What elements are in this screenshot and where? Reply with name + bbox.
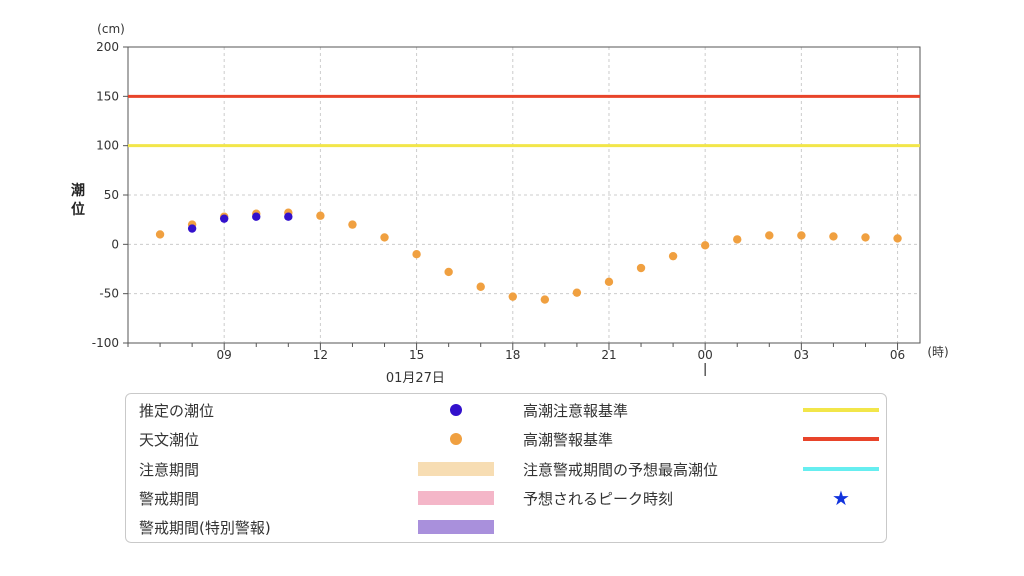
legend-star-symbol: ★ bbox=[801, 487, 881, 509]
astronomical-tide-point bbox=[476, 282, 485, 291]
legend-label: 注意警戒期間の予想最高潮位 bbox=[523, 460, 719, 479]
legend-label: 警戒期間 bbox=[139, 489, 200, 508]
x-tick-label: 21 bbox=[601, 348, 616, 362]
tide-chart: -100 -50 0 50 100 150 200 09 12 15 18 21 00 03 06 01月27… bbox=[71, 22, 949, 386]
astronomical-tide-point bbox=[572, 288, 582, 297]
line-swatch bbox=[803, 408, 879, 412]
estimated-tide-point bbox=[219, 214, 229, 223]
astronomical-tide-point bbox=[668, 251, 678, 261]
legend-label: 天文潮位 bbox=[139, 430, 200, 449]
estimated-tide-point bbox=[252, 212, 261, 221]
legend-label: 推定の潮位 bbox=[139, 401, 215, 420]
legend-swatch-symbol bbox=[416, 458, 496, 480]
line-swatch bbox=[803, 437, 879, 441]
x-tick-label: 06 bbox=[890, 348, 905, 362]
y-tick-label: 0 bbox=[111, 237, 119, 251]
legend-label: 高潮注意報基準 bbox=[523, 401, 629, 420]
dot-icon bbox=[450, 433, 462, 445]
legend-swatch-symbol bbox=[416, 487, 496, 509]
legend-swatch-symbol bbox=[416, 516, 496, 538]
astronomical-tide-point bbox=[155, 230, 165, 239]
y-tick-label: 100 bbox=[96, 139, 119, 153]
x-tick-label: 09 bbox=[217, 348, 232, 362]
legend-dot-symbol bbox=[416, 399, 496, 421]
y-unit-label: (cm) bbox=[97, 22, 125, 36]
color-swatch bbox=[418, 491, 494, 505]
y-axis-title-char: 潮 bbox=[71, 182, 85, 199]
astronomical-tide-point bbox=[829, 232, 838, 241]
estimated-tide-point bbox=[284, 212, 293, 221]
astronomical-tide-point bbox=[412, 250, 421, 259]
y-tick-label: 50 bbox=[104, 188, 119, 202]
astronomical-tide-point bbox=[380, 233, 389, 242]
star-icon: ★ bbox=[832, 486, 850, 510]
dot-icon bbox=[450, 404, 462, 416]
legend-label: 予想されるピーク時刻 bbox=[523, 489, 674, 508]
astronomical-tide-point bbox=[348, 220, 357, 229]
color-swatch bbox=[418, 520, 494, 534]
astronomical-tide-point bbox=[765, 231, 774, 240]
x-tick-label: 12 bbox=[313, 348, 328, 362]
astronomical-tide-point bbox=[733, 235, 742, 244]
legend-line-symbol bbox=[801, 458, 881, 480]
legend-label: 高潮警報基準 bbox=[523, 430, 614, 449]
line-swatch bbox=[803, 467, 879, 471]
x-tick-label: 00 bbox=[698, 348, 713, 362]
legend-line-symbol bbox=[801, 399, 881, 421]
y-axis-title-char: 位 bbox=[71, 201, 85, 218]
x-tick-label: 15 bbox=[409, 348, 424, 362]
date-label: 01月27日 bbox=[386, 371, 445, 386]
legend: 推定の潮位天文潮位注意期間警戒期間警戒期間(特別警報) 高潮注意報基準 高潮警報基準… bbox=[125, 393, 887, 543]
estimated-tide-point bbox=[187, 224, 197, 233]
astronomical-tide-point bbox=[797, 231, 806, 240]
astronomical-tide-point bbox=[444, 267, 453, 277]
y-tick-label: 150 bbox=[96, 89, 119, 103]
astronomical-tide-point bbox=[700, 241, 710, 250]
y-tick-label: -100 bbox=[92, 336, 119, 350]
y-tick-label: -50 bbox=[99, 287, 119, 301]
color-swatch bbox=[418, 462, 494, 476]
x-unit-label: (時) bbox=[927, 345, 948, 359]
x-tick-label: 18 bbox=[505, 348, 520, 362]
legend-label: 注意期間 bbox=[139, 460, 200, 479]
astronomical-tide-point bbox=[861, 233, 870, 242]
astronomical-tide-point bbox=[316, 211, 325, 220]
astronomical-tide-point bbox=[540, 295, 550, 304]
legend-label: 警戒期間(特別警報) bbox=[139, 518, 271, 537]
astronomical-tide-point bbox=[893, 234, 902, 243]
y-tick-label: 200 bbox=[96, 40, 119, 54]
legend-line-symbol bbox=[801, 428, 881, 450]
astronomical-tide-point bbox=[604, 277, 614, 287]
astronomical-tide-point bbox=[636, 263, 646, 273]
x-tick-label: 03 bbox=[794, 348, 809, 362]
legend-dot-symbol bbox=[416, 428, 496, 450]
astronomical-tide-point bbox=[508, 292, 517, 301]
